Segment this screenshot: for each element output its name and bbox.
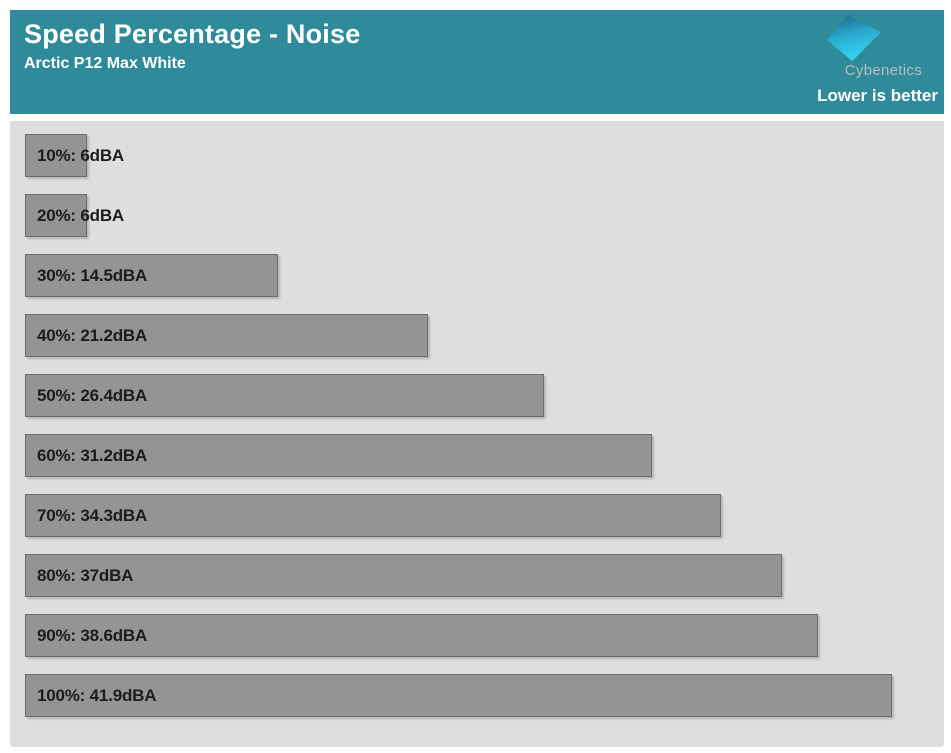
- brand-block: Cybenetics Lower is better: [817, 12, 938, 106]
- brand-wordmark: Cybenetics: [844, 62, 922, 79]
- chart-header: Speed Percentage - Noise Arctic P12 Max …: [10, 10, 944, 114]
- bar-row: 60%: 31.2dBA: [25, 434, 944, 477]
- bar-row: 30%: 14.5dBA: [25, 254, 944, 297]
- bar-row: 80%: 37dBA: [25, 554, 944, 597]
- bar-label: 70%: 34.3dBA: [37, 505, 148, 525]
- bar-label: 10%: 6dBA: [37, 145, 125, 165]
- bar-row: 10%: 6dBA: [25, 134, 944, 177]
- bar-label: 100%: 41.9dBA: [37, 685, 157, 705]
- bar-40%: [25, 314, 428, 357]
- bar-label: 90%: 38.6dBA: [37, 625, 148, 645]
- bar-80%: [25, 554, 782, 597]
- bar-row: 50%: 26.4dBA: [25, 374, 944, 417]
- bar-70%: [25, 494, 721, 537]
- bar-row: 90%: 38.6dBA: [25, 614, 944, 657]
- bar-10%: [25, 134, 87, 177]
- bar-label: 20%: 6dBA: [37, 205, 125, 225]
- bar-100%: [25, 674, 892, 717]
- bar-50%: [25, 374, 544, 417]
- bar-row: 100%: 41.9dBA: [25, 674, 944, 717]
- bar-row: 20%: 6dBA: [25, 194, 944, 237]
- bar-row: 70%: 34.3dBA: [25, 494, 944, 537]
- bar-90%: [25, 614, 818, 657]
- bar-label: 60%: 31.2dBA: [37, 445, 148, 465]
- bar-label: 50%: 26.4dBA: [37, 385, 148, 405]
- plot-area: 10%: 6dBA 20%: 6dBA 30%: 14.5dBA 40%: 21.2d…: [10, 121, 944, 747]
- bar-row: 40%: 21.2dBA: [25, 314, 944, 357]
- bar-30%: [25, 254, 278, 297]
- bar-label: 80%: 37dBA: [37, 565, 134, 585]
- bar-20%: [25, 194, 87, 237]
- lower-is-better-note: Lower is better: [817, 86, 938, 105]
- cybenetics-logo-icon: [827, 14, 881, 62]
- chart-subtitle: Arctic P12 Max White: [24, 55, 186, 73]
- chart-title: Speed Percentage - Noise: [24, 19, 361, 49]
- bars-container: 10%: 6dBA 20%: 6dBA 30%: 14.5dBA 40%: 21.2d…: [25, 134, 944, 717]
- bar-label: 30%: 14.5dBA: [37, 265, 148, 285]
- bar-60%: [25, 434, 652, 477]
- bar-label: 40%: 21.2dBA: [37, 325, 148, 345]
